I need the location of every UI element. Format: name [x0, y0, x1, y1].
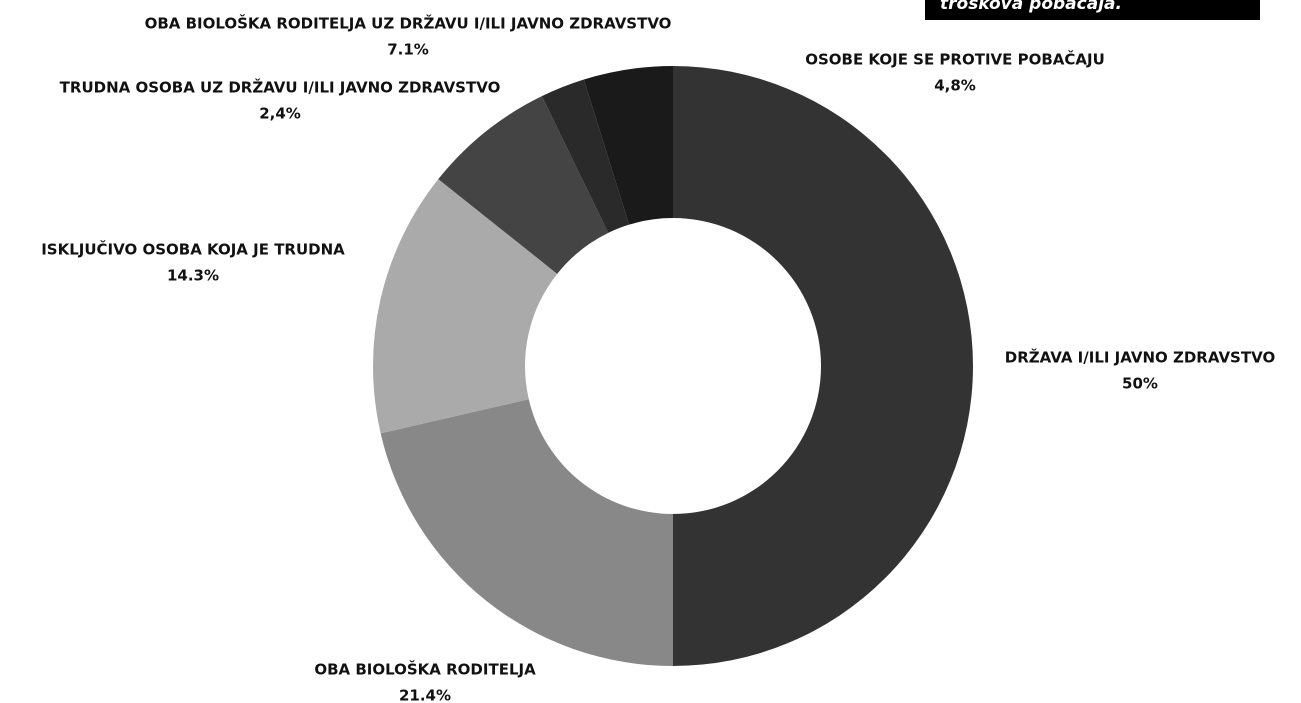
value-label: 2,4%: [259, 105, 301, 123]
slice-label: ISKLJUČIVO OSOBA KOJA JE TRUDNA: [41, 240, 345, 259]
value-label: 50%: [1122, 375, 1158, 393]
slice: [673, 66, 973, 666]
value-label: 14.3%: [167, 267, 219, 285]
annotation-box: [925, 0, 1260, 20]
annotation: troškova pobačaja.: [940, 0, 1122, 14]
slice: [583, 66, 673, 225]
slice-label: OSOBE KOJE SE PROTIVE POBAČAJU: [805, 50, 1105, 69]
slice: [380, 399, 673, 666]
slice: [373, 179, 558, 434]
slice: [438, 96, 609, 274]
slice-label: DRŽAVA I/ILI JAVNO ZDRAVSTVO: [1005, 348, 1275, 367]
value-label: 4,8%: [934, 77, 976, 95]
slice-label: TRUDNA OSOBA UZ DRŽAVU I/ILI JAVNO ZDRAV…: [60, 78, 501, 97]
value-label: 21.4%: [399, 687, 451, 703]
slice: [541, 79, 630, 233]
slice-label: OBA BIOLOŠKA RODITELJA UZ DRŽAVU I/ILI J…: [145, 14, 672, 33]
value-label: 7.1%: [387, 41, 429, 59]
slice-label: OBA BIOLOŠKA RODITELJA: [314, 660, 536, 679]
